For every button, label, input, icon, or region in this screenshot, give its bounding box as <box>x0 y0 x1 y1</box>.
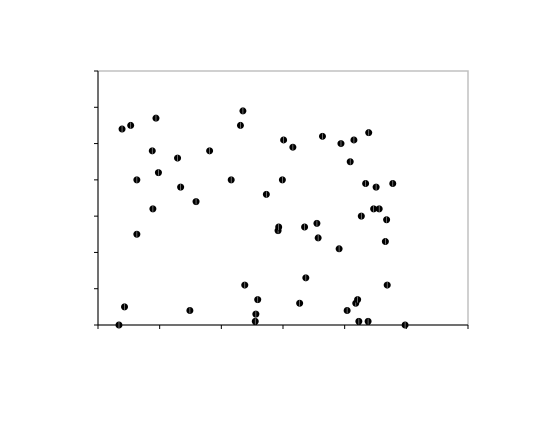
data-point <box>241 281 249 289</box>
data-point <box>174 154 182 162</box>
data-point <box>280 136 288 144</box>
data-point <box>118 125 126 133</box>
data-point <box>346 158 354 166</box>
data-point <box>275 223 283 231</box>
data-point <box>296 299 304 307</box>
data-point <box>381 238 389 246</box>
data-point <box>383 281 391 289</box>
data-point <box>192 198 200 206</box>
data-point <box>289 143 297 151</box>
data-point <box>236 121 244 129</box>
data-point <box>177 183 185 191</box>
data-point <box>355 317 363 325</box>
data-point <box>252 310 260 318</box>
data-point <box>357 212 365 220</box>
data-point <box>127 121 135 129</box>
data-point <box>343 306 351 314</box>
data-point <box>354 296 362 304</box>
data-points <box>115 107 409 329</box>
data-point <box>133 176 141 184</box>
data-point <box>239 107 247 115</box>
data-point <box>372 183 380 191</box>
data-point <box>301 223 309 231</box>
data-point <box>337 140 345 148</box>
data-point <box>149 205 157 213</box>
data-point <box>335 245 343 253</box>
data-point <box>121 303 129 311</box>
data-point <box>383 216 391 224</box>
data-point <box>206 147 214 155</box>
data-point <box>389 179 397 187</box>
data-point <box>302 274 310 282</box>
data-point <box>362 179 370 187</box>
data-point <box>278 176 286 184</box>
data-point <box>251 317 259 325</box>
data-point <box>370 205 378 213</box>
data-point <box>154 169 162 177</box>
data-point <box>186 306 194 314</box>
data-point <box>365 129 373 137</box>
data-point <box>115 321 123 329</box>
data-point <box>314 234 322 242</box>
data-point <box>350 136 358 144</box>
data-point <box>254 296 262 304</box>
data-point <box>318 132 326 140</box>
data-point <box>227 176 235 184</box>
data-point <box>148 147 156 155</box>
data-point <box>313 219 321 227</box>
data-point <box>152 114 160 122</box>
data-point <box>133 230 141 238</box>
data-point <box>262 190 270 198</box>
data-point <box>364 317 372 325</box>
data-point <box>375 205 383 213</box>
data-point <box>401 321 409 329</box>
